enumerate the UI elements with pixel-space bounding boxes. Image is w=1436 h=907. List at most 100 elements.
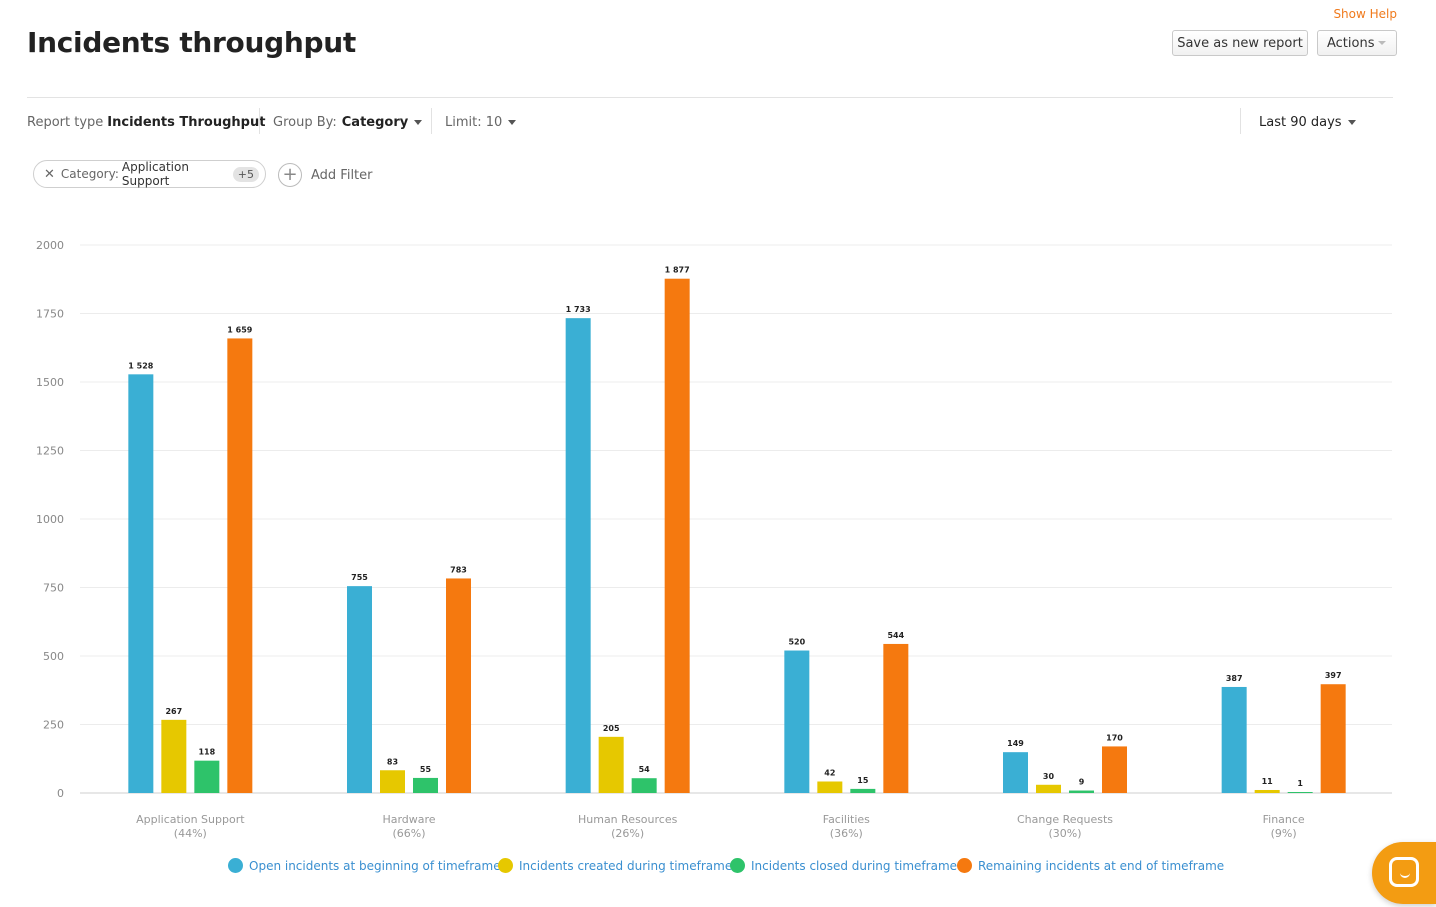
filter-extra-count[interactable]: +5 <box>232 166 259 182</box>
data-label: 11 <box>1262 777 1274 786</box>
bar[interactable] <box>1221 686 1247 793</box>
actions-button[interactable]: Actions <box>1317 30 1397 56</box>
bar[interactable] <box>194 760 220 793</box>
group-by-dropdown[interactable]: Group By: Category <box>273 110 423 134</box>
legend-label: Open incidents at beginning of timeframe <box>249 858 501 873</box>
filter-chip-value: Application Support <box>121 160 189 188</box>
bar[interactable] <box>128 374 154 793</box>
legend-swatch <box>498 858 513 873</box>
bar[interactable] <box>227 338 253 793</box>
bar[interactable] <box>883 643 909 793</box>
bar[interactable] <box>598 736 624 793</box>
x-category-percent: (26%) <box>611 827 644 840</box>
limit-dropdown[interactable]: Limit: 10 <box>445 110 517 134</box>
x-category-percent: (44%) <box>174 827 207 840</box>
x-category-label: Hardware <box>382 813 435 826</box>
x-category-percent: (9%) <box>1271 827 1297 840</box>
group-by-value: Category <box>341 114 409 130</box>
legend-label: Incidents closed during timeframe <box>751 858 958 873</box>
group-by-label: Group By: <box>273 114 337 130</box>
x-category-label: Facilities <box>823 813 870 826</box>
data-label: 1 877 <box>665 266 690 275</box>
chevron-down-icon <box>414 119 423 125</box>
bar[interactable] <box>1102 746 1127 793</box>
x-category-label: Change Requests <box>1017 813 1113 826</box>
data-label: 267 <box>165 707 182 716</box>
save-as-new-report-button[interactable]: Save as new report <box>1172 30 1308 56</box>
chevron-down-icon <box>508 119 517 125</box>
legend-item[interactable]: Incidents closed during timeframe <box>730 858 957 873</box>
bar[interactable] <box>1287 792 1313 793</box>
toolbar-divider <box>431 108 432 134</box>
bar[interactable] <box>1069 790 1094 793</box>
data-label: 9 <box>1079 778 1085 787</box>
x-category-percent: (66%) <box>392 827 425 840</box>
y-tick-label: 250 <box>43 719 64 732</box>
add-filter-label: Add Filter <box>311 167 373 183</box>
actions-button-label: Actions <box>1327 35 1375 51</box>
bar[interactable] <box>446 578 471 793</box>
bar[interactable] <box>161 719 187 793</box>
bar[interactable] <box>413 777 438 793</box>
category-filter-chip[interactable]: ✕ Category: Application Support +5 <box>33 160 266 188</box>
x-category-percent: (30%) <box>1048 827 1081 840</box>
data-label: 55 <box>420 765 432 774</box>
legend-item[interactable]: Open incidents at beginning of timeframe <box>228 858 501 873</box>
date-range-label: Last 90 days <box>1259 114 1342 130</box>
data-label: 83 <box>387 757 398 766</box>
chat-widget-button[interactable] <box>1372 842 1436 904</box>
bar[interactable] <box>784 650 810 793</box>
y-tick-label: 1500 <box>36 376 64 389</box>
data-label: 1 659 <box>227 325 252 334</box>
page-title: Incidents throughput <box>27 26 356 59</box>
bar[interactable] <box>347 586 372 793</box>
bar[interactable] <box>1003 752 1028 793</box>
close-icon[interactable]: ✕ <box>44 166 55 182</box>
y-tick-label: 500 <box>43 650 64 663</box>
save-button-label: Save as new report <box>1177 35 1303 51</box>
data-label: 783 <box>450 565 467 574</box>
date-range-dropdown[interactable]: Last 90 days <box>1259 110 1356 134</box>
x-category-label: Application Support <box>136 813 245 826</box>
bar[interactable] <box>817 781 843 793</box>
data-label: 755 <box>351 573 368 582</box>
x-category-percent: (36%) <box>830 827 863 840</box>
y-tick-label: 1250 <box>36 445 64 458</box>
chevron-down-icon <box>1378 41 1386 45</box>
data-label: 149 <box>1007 739 1024 748</box>
legend-label: Remaining incidents at end of timeframe <box>978 858 1225 873</box>
bar[interactable] <box>1036 784 1061 793</box>
x-category-label: Human Resources <box>578 813 678 826</box>
data-label: 42 <box>824 768 835 777</box>
data-label: 30 <box>1043 772 1055 781</box>
add-filter-button[interactable]: + Add Filter <box>278 163 373 187</box>
legend-item[interactable]: Incidents created during timeframe <box>498 858 732 873</box>
bar[interactable] <box>565 318 591 793</box>
legend-item[interactable]: Remaining incidents at end of timeframe <box>957 858 1224 873</box>
data-label: 387 <box>1226 674 1243 683</box>
report-type-selector[interactable]: Report type Incidents Throughput <box>27 110 265 134</box>
chat-icon <box>1389 857 1419 887</box>
y-tick-label: 1000 <box>36 513 64 526</box>
bar[interactable] <box>1254 789 1280 793</box>
legend-swatch <box>730 858 745 873</box>
data-label: 170 <box>1106 733 1123 742</box>
bar[interactable] <box>1320 684 1346 793</box>
data-label: 544 <box>887 631 904 640</box>
toolbar-divider <box>259 108 260 134</box>
legend-swatch <box>957 858 972 873</box>
filter-chip-label: Category: <box>60 167 119 181</box>
report-type-label: Report type <box>27 114 104 130</box>
bar[interactable] <box>380 770 405 793</box>
bar[interactable] <box>850 788 876 793</box>
bar[interactable] <box>631 778 657 793</box>
data-label: 397 <box>1325 671 1342 680</box>
data-label: 54 <box>639 765 651 774</box>
chart-legend: Open incidents at beginning of timeframe… <box>0 858 1436 876</box>
bar[interactable] <box>664 278 690 793</box>
show-help-link[interactable]: Show Help <box>1333 7 1397 21</box>
toolbar-divider <box>1240 108 1241 134</box>
y-tick-label: 1750 <box>36 308 64 321</box>
data-label: 1 528 <box>128 361 153 370</box>
